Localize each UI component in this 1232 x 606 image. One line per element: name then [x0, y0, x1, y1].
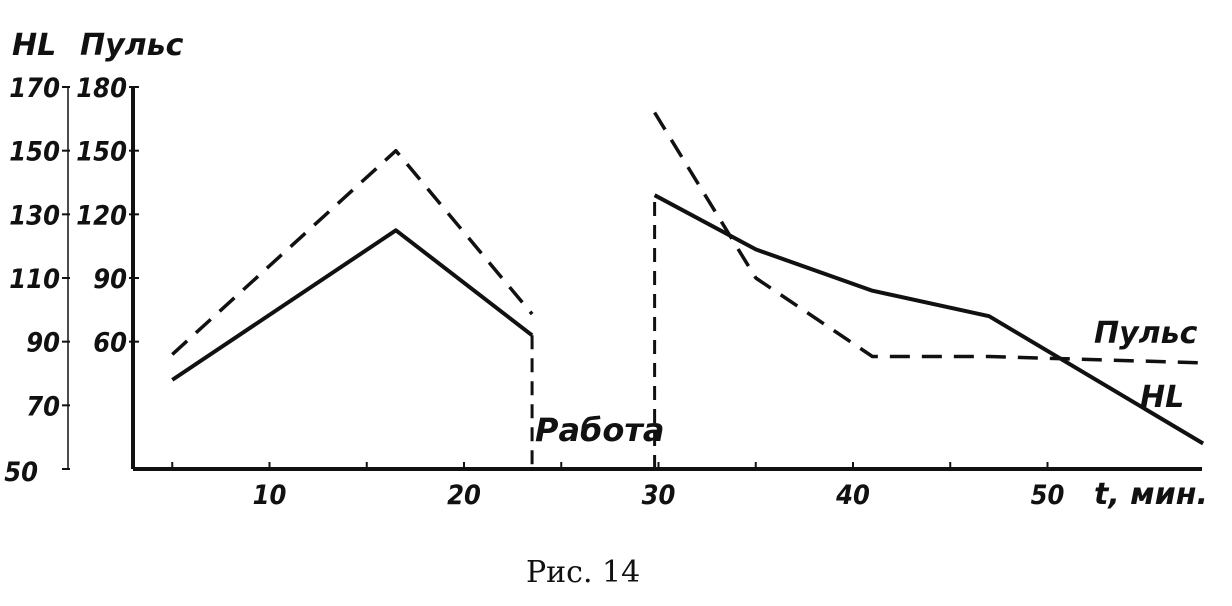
pulse-tick-label-150: 150 [76, 137, 127, 168]
hl-tick-label-170: 170 [9, 73, 60, 104]
hl-tick-label-50: 50 [4, 457, 38, 488]
pulse-series-label: Пульс [1094, 316, 1198, 351]
series-1-segment-0 [171, 148, 534, 356]
axes [62, 86, 1202, 471]
series-1-segment-1 [653, 111, 1204, 365]
series-layer [171, 111, 1205, 469]
hl-tick-label-150: 150 [9, 137, 60, 168]
outer-axis-label: HL [12, 28, 56, 63]
figure-caption: Рис. 14 [526, 555, 640, 590]
x-axis-label: t, мин. [1094, 477, 1208, 512]
pulse-tick-label-60: 60 [93, 328, 127, 359]
x-tick-label-40: 40 [835, 480, 870, 511]
x-tick-label-50: 50 [1031, 480, 1065, 511]
pulse-tick-label-120: 120 [76, 200, 127, 231]
inner-axis-label: Пульс [80, 28, 184, 63]
x-tick-label-30: 30 [642, 480, 676, 511]
hl-series-label: HL [1140, 380, 1184, 415]
work-annotation: Работа [535, 411, 665, 449]
series-0-segment-0 [171, 228, 534, 382]
x-tick-label-10: 10 [253, 480, 287, 511]
x-tick-label-20: 20 [447, 480, 481, 511]
labels: 50 70 90 110 130 150 170 60 90 120 150 180 10 20 30 40 5… [4, 73, 1064, 511]
pulse-tick-label-180: 180 [76, 73, 127, 104]
hl-tick-label-90: 90 [26, 328, 60, 359]
hl-tick-label-130: 130 [9, 200, 60, 231]
hl-tick-label-110: 110 [9, 264, 60, 295]
pulse-tick-label-90: 90 [93, 264, 127, 295]
hl-tick-label-70: 70 [26, 391, 60, 422]
